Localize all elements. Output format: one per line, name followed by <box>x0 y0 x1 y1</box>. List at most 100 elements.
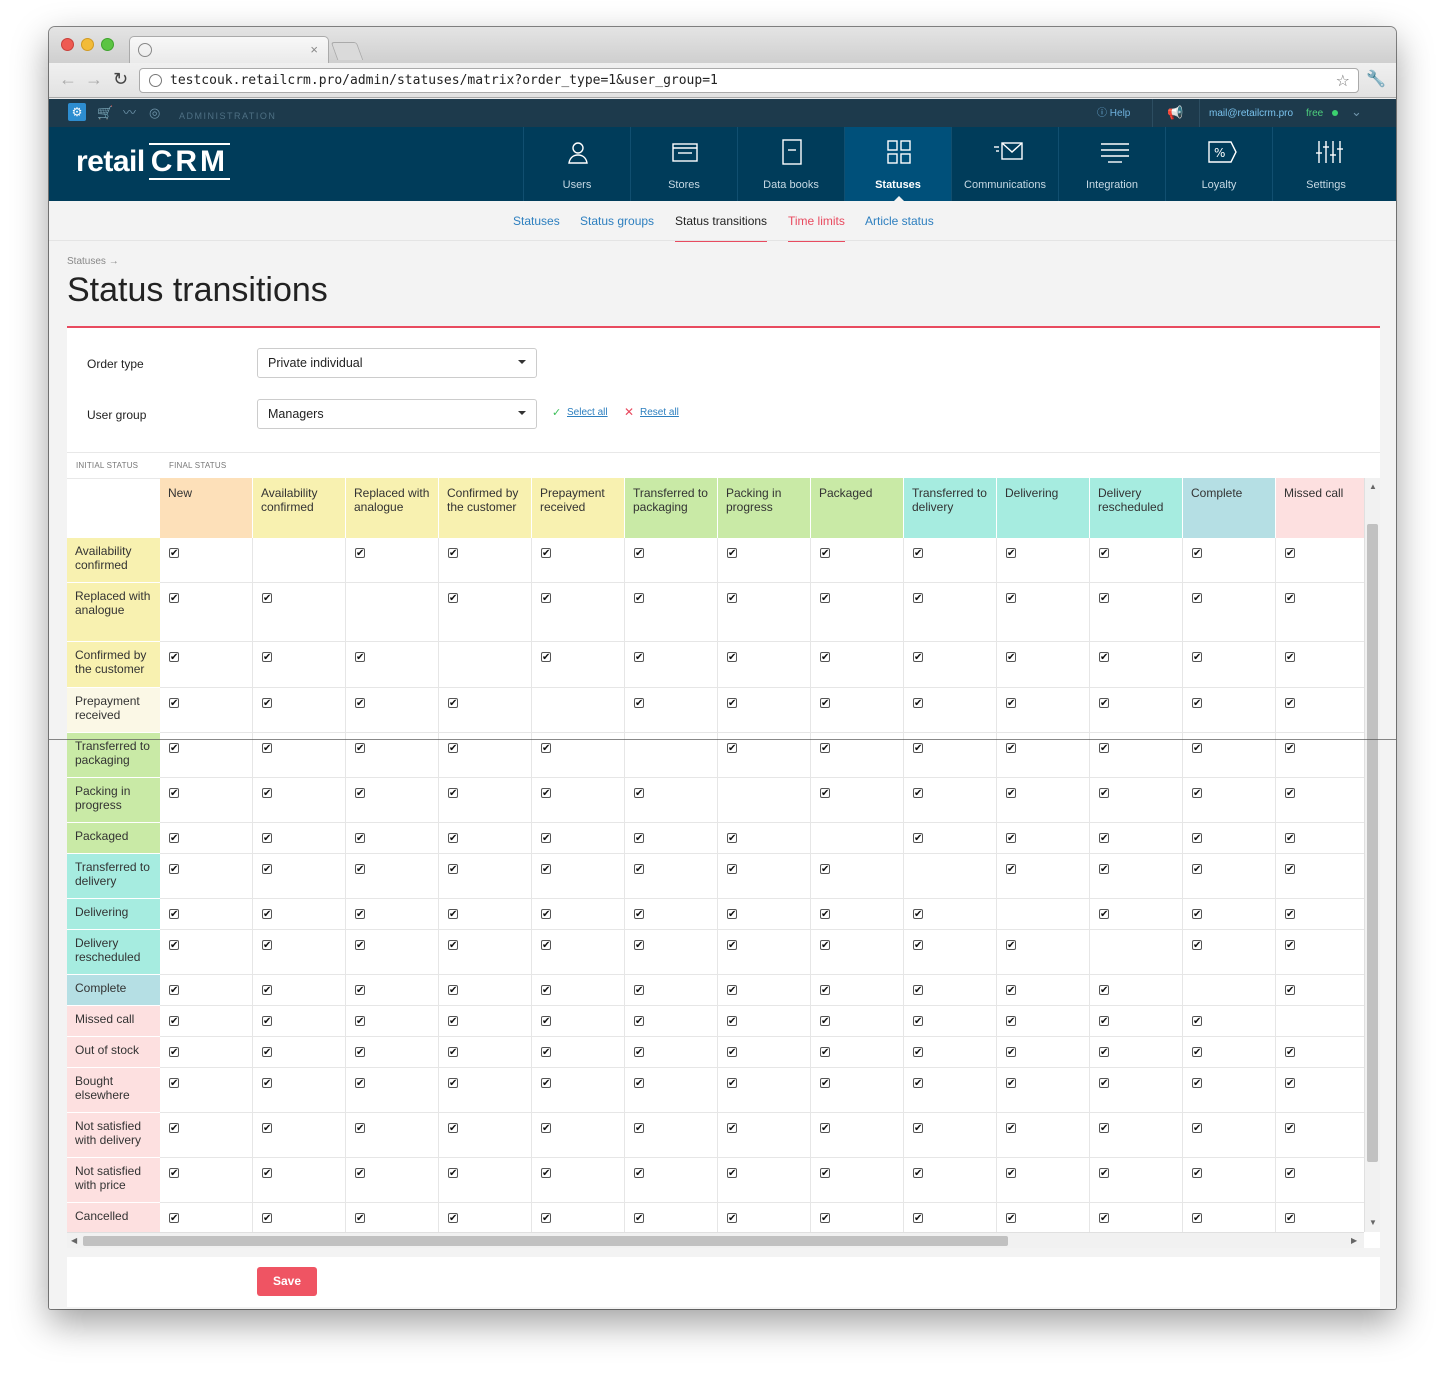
transition-checkbox[interactable]: ✔ <box>1285 833 1295 844</box>
nav-item-stores[interactable]: Stores <box>630 127 737 201</box>
target-icon[interactable]: ◎ <box>149 105 161 120</box>
transition-checkbox[interactable]: ✔ <box>820 548 830 559</box>
transition-checkbox[interactable]: ✔ <box>262 1078 272 1089</box>
transition-checkbox[interactable]: ✔ <box>355 698 365 709</box>
transition-checkbox[interactable]: ✔ <box>913 698 923 709</box>
chart-icon[interactable]: 〰 <box>123 105 137 120</box>
transition-checkbox[interactable]: ✔ <box>1285 743 1295 754</box>
transition-checkbox[interactable]: ✔ <box>1006 548 1016 559</box>
transition-checkbox[interactable]: ✔ <box>355 1047 365 1058</box>
transition-checkbox[interactable]: ✔ <box>169 652 179 663</box>
transition-checkbox[interactable]: ✔ <box>1285 1123 1295 1134</box>
transition-checkbox[interactable]: ✔ <box>913 743 923 754</box>
transition-checkbox[interactable]: ✔ <box>727 833 737 844</box>
chevron-down-icon[interactable]: ⌄ <box>1351 104 1362 119</box>
transition-checkbox[interactable]: ✔ <box>1192 864 1202 875</box>
transition-checkbox[interactable]: ✔ <box>727 940 737 951</box>
nav-item-data-books[interactable]: Data books <box>737 127 844 201</box>
transition-checkbox[interactable]: ✔ <box>262 1123 272 1134</box>
transition-checkbox[interactable]: ✔ <box>1006 833 1016 844</box>
transition-checkbox[interactable]: ✔ <box>1006 1168 1016 1179</box>
transition-checkbox[interactable]: ✔ <box>262 833 272 844</box>
back-icon[interactable]: ← <box>59 69 77 89</box>
subnav-time-limits[interactable]: Time limits <box>788 214 845 242</box>
reload-icon[interactable]: ↻ <box>113 69 129 89</box>
transition-checkbox[interactable]: ✔ <box>634 1168 644 1179</box>
transition-checkbox[interactable]: ✔ <box>1192 1047 1202 1058</box>
transition-checkbox[interactable]: ✔ <box>634 940 644 951</box>
transition-checkbox[interactable]: ✔ <box>634 548 644 559</box>
transition-checkbox[interactable]: ✔ <box>262 909 272 920</box>
transition-checkbox[interactable]: ✔ <box>169 1213 179 1224</box>
order-type-select[interactable]: Private individual <box>257 348 537 378</box>
transition-checkbox[interactable]: ✔ <box>727 1213 737 1224</box>
transition-checkbox[interactable]: ✔ <box>169 1168 179 1179</box>
transition-checkbox[interactable]: ✔ <box>262 593 272 604</box>
transition-checkbox[interactable]: ✔ <box>1099 1168 1109 1179</box>
transition-checkbox[interactable]: ✔ <box>727 985 737 996</box>
user-group-select[interactable]: Managers <box>257 399 537 429</box>
transition-checkbox[interactable]: ✔ <box>1192 833 1202 844</box>
transition-checkbox[interactable]: ✔ <box>820 864 830 875</box>
transition-checkbox[interactable]: ✔ <box>448 548 458 559</box>
transition-checkbox[interactable]: ✔ <box>727 1078 737 1089</box>
reset-all-link[interactable]: Reset all <box>640 407 679 418</box>
transition-checkbox[interactable]: ✔ <box>262 1168 272 1179</box>
transition-checkbox[interactable]: ✔ <box>727 864 737 875</box>
transition-checkbox[interactable]: ✔ <box>262 743 272 754</box>
transition-checkbox[interactable]: ✔ <box>1192 1078 1202 1089</box>
transition-checkbox[interactable]: ✔ <box>1285 698 1295 709</box>
transition-checkbox[interactable]: ✔ <box>820 1123 830 1134</box>
transition-checkbox[interactable]: ✔ <box>1285 1078 1295 1089</box>
nav-item-loyalty[interactable]: % Loyalty <box>1165 127 1272 201</box>
transition-checkbox[interactable]: ✔ <box>913 985 923 996</box>
transition-checkbox[interactable]: ✔ <box>355 1078 365 1089</box>
transition-checkbox[interactable]: ✔ <box>1099 743 1109 754</box>
address-bar[interactable]: testcouk.retailcrm.pro/admin/statuses/ma… <box>139 68 1359 93</box>
transition-checkbox[interactable]: ✔ <box>634 1123 644 1134</box>
transition-checkbox[interactable]: ✔ <box>1285 940 1295 951</box>
transition-checkbox[interactable]: ✔ <box>727 548 737 559</box>
transition-checkbox[interactable]: ✔ <box>1285 652 1295 663</box>
transition-checkbox[interactable]: ✔ <box>448 1016 458 1027</box>
transition-checkbox[interactable]: ✔ <box>1006 743 1016 754</box>
transition-checkbox[interactable]: ✔ <box>262 698 272 709</box>
transition-checkbox[interactable]: ✔ <box>448 743 458 754</box>
megaphone-icon[interactable]: 📢 <box>1167 105 1184 120</box>
transition-checkbox[interactable]: ✔ <box>1006 940 1016 951</box>
subnav-status-transitions[interactable]: Status transitions <box>675 214 768 242</box>
transition-checkbox[interactable]: ✔ <box>727 1047 737 1058</box>
transition-checkbox[interactable]: ✔ <box>913 909 923 920</box>
transition-checkbox[interactable]: ✔ <box>1192 1168 1202 1179</box>
transition-checkbox[interactable]: ✔ <box>448 1168 458 1179</box>
transition-checkbox[interactable]: ✔ <box>913 1047 923 1058</box>
transition-checkbox[interactable]: ✔ <box>1099 788 1109 799</box>
transition-checkbox[interactable]: ✔ <box>169 864 179 875</box>
transition-checkbox[interactable]: ✔ <box>820 1078 830 1089</box>
transition-checkbox[interactable]: ✔ <box>1192 548 1202 559</box>
transition-checkbox[interactable]: ✔ <box>1099 652 1109 663</box>
transition-checkbox[interactable]: ✔ <box>1192 909 1202 920</box>
cart-icon[interactable]: 🛒 <box>97 105 114 120</box>
transition-checkbox[interactable]: ✔ <box>541 909 551 920</box>
vertical-scrollbar[interactable]: ▲ ▼ <box>1364 478 1380 1232</box>
transition-checkbox[interactable]: ✔ <box>541 1078 551 1089</box>
transition-checkbox[interactable]: ✔ <box>541 940 551 951</box>
transition-checkbox[interactable]: ✔ <box>634 864 644 875</box>
nav-item-communications[interactable]: Communications <box>951 127 1058 201</box>
transition-checkbox[interactable]: ✔ <box>1192 652 1202 663</box>
transition-checkbox[interactable]: ✔ <box>1285 788 1295 799</box>
transition-checkbox[interactable]: ✔ <box>1006 698 1016 709</box>
transition-checkbox[interactable]: ✔ <box>1099 985 1109 996</box>
transition-checkbox[interactable]: ✔ <box>727 1123 737 1134</box>
transition-checkbox[interactable]: ✔ <box>169 985 179 996</box>
transition-checkbox[interactable]: ✔ <box>541 743 551 754</box>
transition-checkbox[interactable]: ✔ <box>262 940 272 951</box>
minimize-window-button[interactable] <box>81 38 94 51</box>
transition-checkbox[interactable]: ✔ <box>634 698 644 709</box>
transition-checkbox[interactable]: ✔ <box>1006 652 1016 663</box>
transition-checkbox[interactable]: ✔ <box>541 652 551 663</box>
transition-checkbox[interactable]: ✔ <box>448 698 458 709</box>
transition-checkbox[interactable]: ✔ <box>1192 743 1202 754</box>
transition-checkbox[interactable]: ✔ <box>1099 1213 1109 1224</box>
